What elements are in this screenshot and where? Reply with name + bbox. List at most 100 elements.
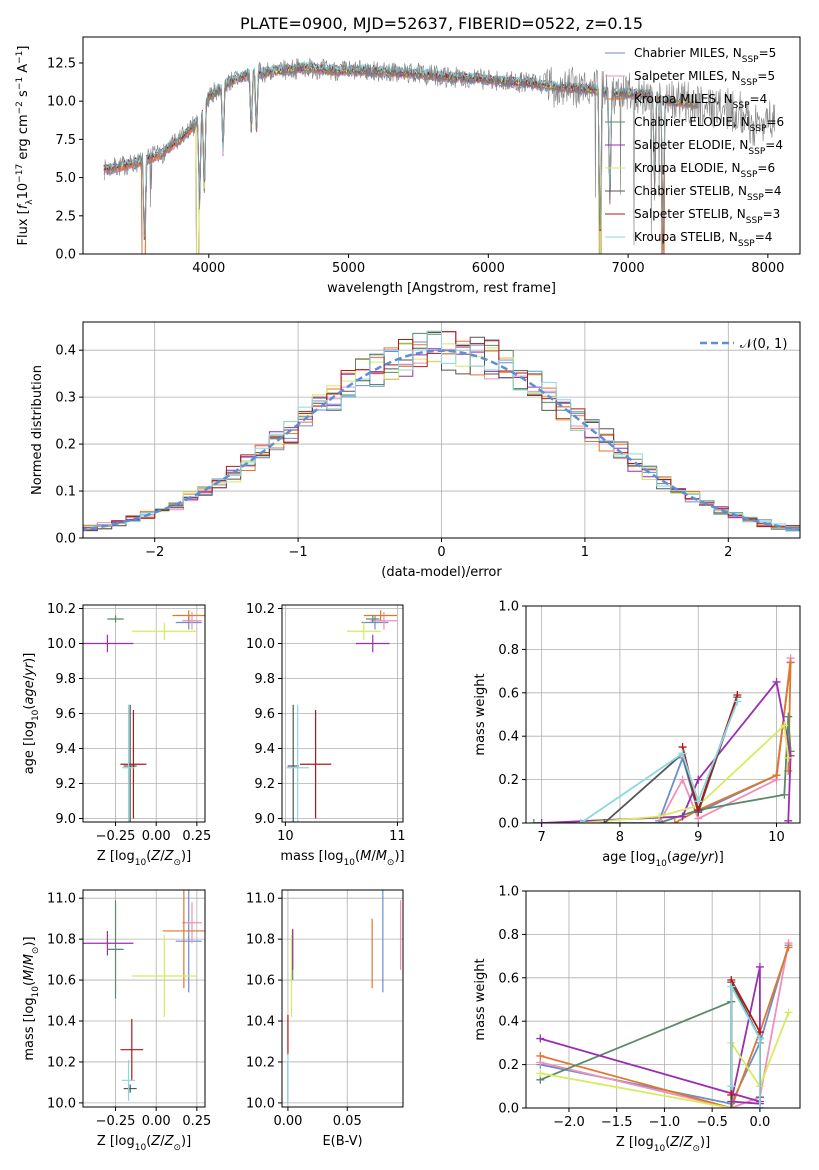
y-tick-label: 0.2 [498,1058,519,1073]
y-tick-label: 9.4 [55,742,76,757]
x-tick-label: 0.00 [142,1114,171,1129]
axes-residual_histogram: −2 −1 0 1 2 0.0 0.1 0.2 0.3 0.4 (data-model)/error… [30,321,801,580]
legend-label-chabrier_stelib: Chabrier STELIB, NSSP=4 [634,184,782,203]
x-tick-label: −2.0 [553,1115,585,1130]
x-tick-label: 0.25 [182,1114,211,1129]
errorbar-salpeter_stelib [299,710,332,819]
x-tick-label: −0.25 [96,1114,136,1129]
y-tick-label: 9.6 [254,707,275,722]
y-tick-label: 1.0 [498,600,519,615]
axes-weight_vs_age: 7 8 9 10 0.0 0.2 0.4 0.6 0.8 1.0 age [log10(age/yr… [473,600,801,869]
x-tick-label: 10 [277,829,294,844]
weight-marker-kroupa_stelib [727,1082,736,1091]
weight-marker-chabrier_elodie [780,790,789,799]
x-axis-label: Z [log10(Z/Z⊙)] [97,849,191,868]
x-tick-label: 0.05 [333,1114,362,1129]
y-tick-label: 0.3 [55,391,76,406]
errorbar-salpeter_elodie [83,930,134,956]
y-tick-label: 10.8 [47,933,76,948]
y-tick-label: 5.0 [55,171,76,186]
errorbar-kroupa_stelib [122,704,136,822]
weight-marker-salpeter_elodie [536,1034,545,1043]
errorbar-chabrier_stelib [123,704,137,822]
errorbar-kroupa_miles [162,890,205,989]
errorbar-chabrier_elodie [107,900,124,999]
y-tick-label: 11.0 [47,892,76,907]
weight-marker-kroupa_miles [772,771,781,780]
weight-marker-salpeter_elodie [755,962,764,971]
errorbar-salpeter_stelib [120,1018,144,1081]
weight-marker-kroupa_stelib [727,982,736,991]
axes-mass_vs_Z: −0.25 0.00 0.25 10.0 10.2 10.4 10.6 10.8 11.0 Z [… [22,889,211,1153]
y-tick-label: 10.0 [47,637,76,652]
y-tick-label: 0.1 [55,485,76,500]
y-tick-label: 10.4 [246,1015,275,1030]
weight-marker-salpeter_elodie [784,816,793,823]
legend-label-kroupa_miles: Kroupa MILES, NSSP=4 [634,92,767,111]
axes-frame [281,889,404,1108]
weight-marker-kroupa_miles [786,658,795,667]
axes-spectrum: 4000 5000 6000 7000 8000 0.0 2.5 5.0 7.5 10.0 12.5… [15,14,801,296]
y-tick-label: 9.8 [55,672,76,687]
y-tick-label: 9.0 [254,812,275,827]
errorbar-chabrier_stelib [287,704,299,822]
axes-mass_vs_ebv: 0.00 0.05 10.0 10.2 10.4 10.6 10.8 11.0 E(B-V) [246,889,404,1149]
y-tick-label: 0.4 [498,730,519,745]
y-tick-label: 0.4 [55,344,76,359]
x-tick-label: 0.0 [750,1115,771,1130]
plot-area [103,57,776,254]
legend-label-normal: 𝒩(0, 1) [740,337,787,352]
y-tick-label: 10.2 [47,1055,76,1070]
normal-curve [83,349,800,532]
weight-marker-kroupa_stelib [694,797,703,806]
errorbar-kroupa_elodie [131,622,197,640]
x-tick-label: 11 [389,829,406,844]
legend: Chabrier MILES, NSSP=5 Salpeter MILES, NS… [605,46,784,249]
errorbar-chabrier_elodie [366,615,380,623]
weight-marker-kroupa_stelib [678,749,687,758]
y-tick-label: 12.5 [47,56,76,71]
errorbar-kroupa_elodie [346,622,381,640]
y-tick-label: 0.2 [498,773,519,788]
x-tick-label: 8 [616,830,624,845]
axes-frame [82,889,206,1108]
weight-line-salpeter_stelib [681,694,739,814]
errorbar-kroupa_miles [363,610,398,621]
legend-label-chabrier_miles: Chabrier MILES, NSSP=5 [634,46,776,65]
y-tick-label: 10.0 [246,1096,275,1111]
plot-area [83,610,205,822]
y-tick-label: 2.5 [55,209,76,224]
x-tick-label: 2 [724,545,732,560]
legend-label-salpeter_elodie: Salpeter ELODIE, NSSP=4 [634,138,783,157]
y-tick-label: 0.0 [498,1102,519,1117]
y-axis-label: mass weight [473,673,488,755]
x-tick-label: 8000 [751,261,784,276]
y-tick-label: 0.0 [55,532,76,547]
weight-marker-salpeter_elodie [694,775,703,784]
x-tick-label: −2 [145,545,164,560]
errorbar-chabrier_elodie [107,615,124,623]
weight-marker-salpeter_stelib [727,1090,736,1099]
errorbar-salpeter_miles [182,902,202,944]
weight-line-kroupa_miles [540,947,790,1108]
x-tick-label: 0.25 [182,829,211,844]
y-tick-label: 0.6 [498,686,519,701]
y-tick-label: 0.8 [498,928,519,943]
x-tick-label: −1 [289,545,308,560]
errorbar-salpeter_miles [182,612,202,630]
x-tick-label: −1.0 [649,1115,681,1130]
x-axis-label: wavelength [Angstrom, rest frame] [327,281,556,296]
y-tick-label: 11.0 [246,892,275,907]
y-axis-label: mass [log10(M/M⊙)] [22,936,41,1060]
x-tick-label: −1.5 [601,1115,633,1130]
weight-marker-kroupa_stelib [576,819,585,823]
y-tick-label: 10.4 [47,1015,76,1030]
x-tick-label: 7 [538,830,546,845]
weight-marker-chabrier_stelib [727,1104,736,1108]
x-axis-label: E(B-V) [322,1134,362,1149]
errorbar-salpeter_elodie [355,634,390,653]
weight-line-kroupa_stelib [730,986,761,1108]
x-axis-label: (data-model)/error [381,565,502,580]
plot-area [83,330,800,538]
weight-marker-kroupa_stelib [755,1104,764,1108]
